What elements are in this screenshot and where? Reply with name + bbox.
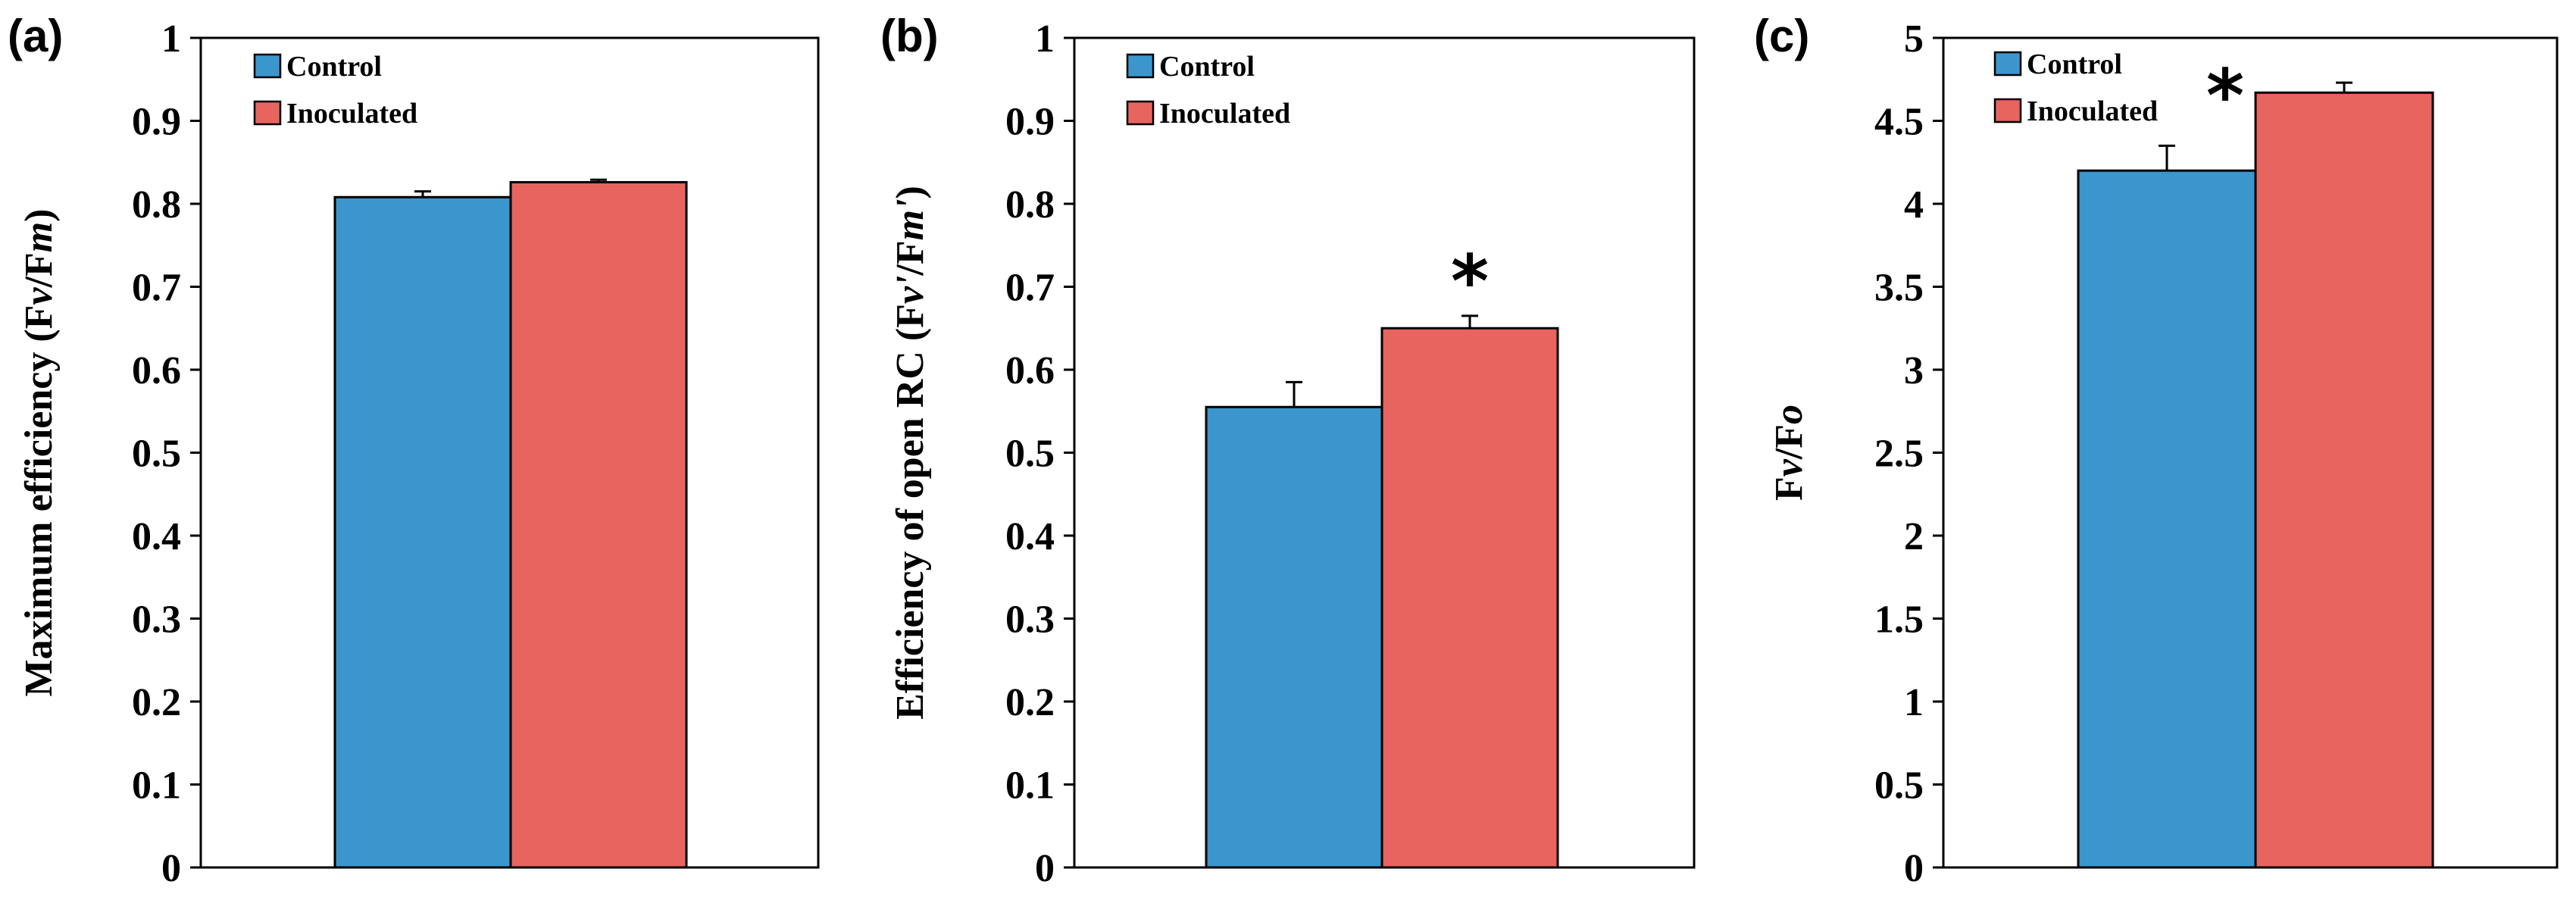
y-tick-label: 0.2: [1005, 681, 1055, 724]
y-tick-label: 0.2: [132, 681, 181, 724]
y-tick-label: 0.1: [1005, 764, 1055, 808]
bar-inoculated: [509, 181, 688, 869]
y-tick-label: 0.5: [1874, 764, 1924, 808]
y-tick-label: 0: [1904, 847, 1924, 890]
legend: Control Inoculated: [1126, 51, 1290, 130]
y-tick-label: 0.5: [132, 433, 181, 476]
y-tick-label: 4: [1904, 183, 1924, 227]
y-tick-label: 0: [1035, 847, 1055, 890]
panel-label: (b): [880, 11, 939, 61]
legend-swatch-inoculated: [1126, 100, 1155, 126]
y-tick-label: 1: [1035, 17, 1055, 61]
y-tick-label: 5: [1904, 17, 1924, 61]
y-tick-label: 1: [161, 17, 181, 61]
bar-inoculated: [1380, 327, 1559, 869]
significance-marker: *: [1451, 239, 1489, 324]
y-tick-label: 0.4: [1005, 515, 1055, 558]
bar-inoculated: [2254, 91, 2434, 869]
panel-label: (a): [8, 11, 63, 61]
y-tick-label: 2: [1904, 515, 1924, 558]
y-tick-label: 0.6: [1005, 349, 1055, 392]
y-axis-title: Maximum efficiency (Fv/Fm): [17, 208, 61, 696]
bar-control: [1205, 405, 1383, 869]
legend-swatch-control: [1126, 53, 1155, 79]
y-tick-label: 1.5: [1874, 599, 1924, 642]
legend: Control Inoculated: [253, 51, 417, 130]
legend-label-control: Control: [286, 51, 382, 83]
bar-control: [333, 195, 512, 869]
legend-label-inoculated: Inoculated: [1159, 98, 1290, 130]
y-tick-label: 0.9: [132, 101, 181, 144]
bar-control: [2077, 169, 2257, 869]
y-tick-label: 0.3: [1005, 599, 1055, 642]
y-tick-label: 0.8: [1005, 183, 1055, 227]
y-tick-label: 0.7: [132, 267, 181, 310]
legend-swatch-inoculated: [1993, 98, 2022, 123]
panel-2: (b) 0 0.1 0.2 0.3 0.4 0.5 0.6 0.7 0.8 0.9 1 Efficien…: [880, 11, 1696, 890]
legend-label-inoculated: Inoculated: [286, 98, 417, 130]
legend-swatch-control: [1993, 51, 2022, 77]
y-tick-label: 0: [161, 847, 181, 890]
y-axis-title: Efficiency of open RC (Fv'/Fm'): [889, 186, 932, 720]
y-tick-label: 3: [1904, 349, 1924, 392]
y-tick-label: 0.5: [1005, 433, 1055, 476]
y-tick-label: 0.8: [132, 183, 181, 227]
significance-marker: *: [2206, 54, 2244, 139]
y-tick-label: 2.5: [1874, 433, 1924, 476]
y-tick-label: 0.1: [132, 764, 181, 808]
y-tick-label: 1: [1904, 681, 1924, 724]
y-tick-label: 0.7: [1005, 267, 1055, 310]
legend-swatch-inoculated: [253, 100, 282, 126]
y-tick-label: 3.5: [1874, 267, 1924, 310]
y-tick-label: 0.6: [132, 349, 181, 392]
legend-label-inoculated: Inoculated: [2027, 95, 2158, 127]
panel-1: (a) 0 0.1 0.2 0.3 0.4 0.5 0.6 0.7 0.8 0.9 1 Maximum …: [8, 11, 820, 890]
legend-label-control: Control: [2027, 48, 2122, 80]
legend: Control Inoculated: [1993, 48, 2158, 127]
y-tick-label: 4.5: [1874, 101, 1924, 144]
y-tick-label: 0.4: [132, 515, 181, 558]
panel-3: (c) 0 0.5 1 1.5 2 2.5 3 3.5 4 4.5 5 Fv/Fo * Control Ino…: [1754, 11, 2559, 890]
y-axis-title: Fv/Fo: [1768, 405, 1811, 501]
legend-swatch-control: [253, 53, 282, 79]
y-tick-label: 0.3: [132, 599, 181, 642]
panel-label: (c): [1754, 11, 1809, 61]
y-tick-label: 0.9: [1005, 101, 1055, 144]
legend-label-control: Control: [1159, 51, 1255, 83]
